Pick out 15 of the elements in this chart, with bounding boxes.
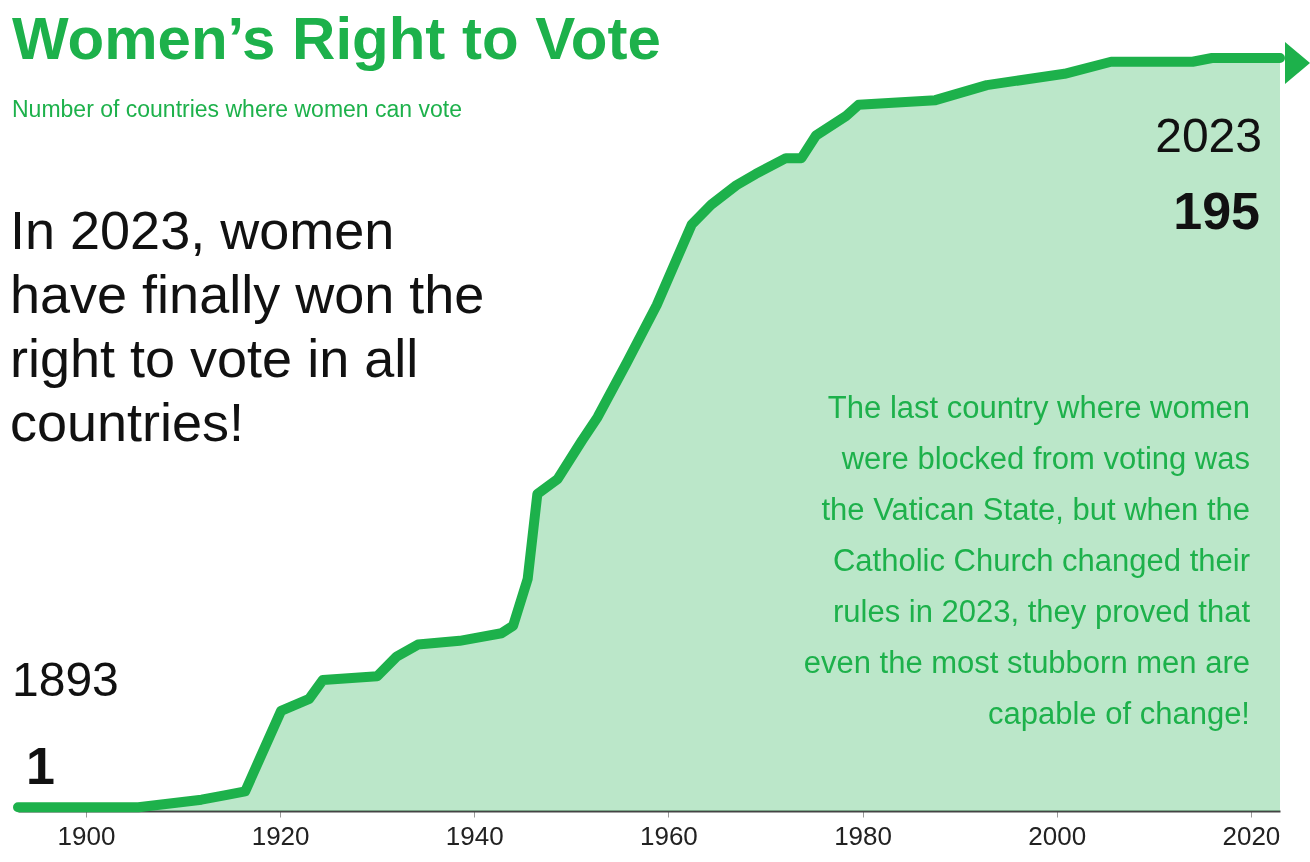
annotation: In 2023, women have finally won the right to vote in all countries! — [10, 199, 486, 454]
x-tick-label: 1980 — [834, 820, 892, 851]
annotation: 1893 — [12, 652, 119, 707]
annotation: 2023 — [1155, 108, 1262, 163]
x-tick-label: 2000 — [1028, 820, 1087, 851]
text: 1 — [26, 737, 55, 796]
chart-title: Women’s Right to Vote — [12, 4, 661, 73]
text: Number of countries where women can vote — [12, 96, 462, 123]
x-tick-label: 1900 — [57, 820, 116, 851]
x-tick-label: 1920 — [251, 820, 310, 851]
x-tick-label: 2020 — [1222, 820, 1281, 851]
x-tick-label: 1960 — [639, 820, 698, 851]
x-tick-label: 1940 — [445, 820, 504, 851]
annotation: The last country where women were blocked from voting was the Vatican State, but when the Catholic Church changed their rules in 2023, they proved that even the most stubborn men are capable of change! — [802, 389, 1250, 733]
text: 195 — [1173, 181, 1260, 240]
